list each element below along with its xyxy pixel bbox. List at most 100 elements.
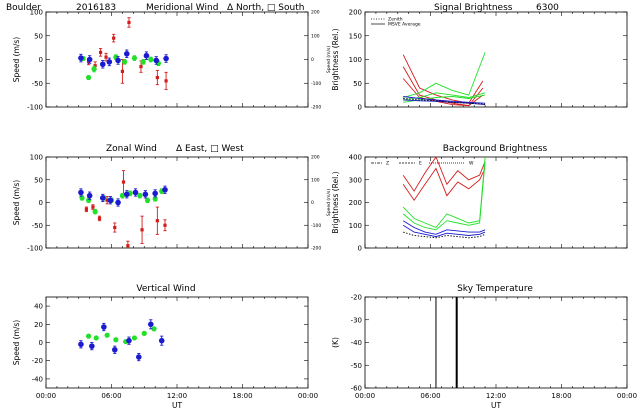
date-label: 2016183	[76, 3, 116, 13]
zonal-point	[152, 196, 158, 202]
background-ytick-label: 200	[349, 199, 362, 207]
zonal-point	[78, 189, 84, 196]
signal-series-line	[403, 96, 486, 104]
meridional-point	[115, 57, 121, 64]
background-series-line	[402, 224, 486, 238]
background-dir-label: Z	[386, 161, 389, 167]
meridional-point	[122, 59, 128, 65]
vertical-ytick-label: 0	[39, 339, 43, 347]
vertical-ytick-label: 40	[34, 303, 43, 311]
vertical-point	[131, 335, 138, 341]
meridional-point	[106, 59, 113, 65]
vertical-ylabel: Speed (m/s)	[12, 320, 21, 366]
vertical-point	[104, 332, 110, 338]
vertical-panel: Vertical Wind -40 -20 0 20 40 00:00 06:00 12:00 1…	[12, 284, 318, 410]
zonal-point	[105, 198, 109, 202]
meridional-plot-area	[78, 17, 169, 90]
meridional-point	[140, 59, 146, 65]
vertical-point	[111, 346, 118, 353]
meridional-right-ytick-label: -200	[311, 105, 321, 111]
zonal-point	[86, 192, 93, 199]
zonal-series-green	[79, 188, 165, 215]
zonal-point	[91, 205, 95, 209]
signal-ytick-label: 0	[358, 104, 362, 112]
vertical-point	[78, 341, 84, 348]
sky-xtick-label: 06:00	[420, 392, 440, 400]
zonal-point	[97, 216, 102, 221]
meridional-point	[153, 57, 160, 64]
background-series-line	[402, 161, 486, 231]
vertical-title: Vertical Wind	[136, 284, 195, 294]
signal-series-line	[403, 52, 486, 98]
background-ytick-label: 0	[358, 245, 362, 253]
zonal-series-red	[84, 170, 167, 248]
zonal-title: Zonal Wind	[106, 144, 157, 154]
background-dir-label: E	[419, 161, 422, 167]
background-dir-label: W	[469, 161, 474, 167]
signal-wavelength: 6300	[536, 3, 559, 13]
sky-ylabel: (K)	[331, 337, 340, 348]
meridional-point	[85, 74, 92, 81]
meridional-right-ytick-label: 200	[311, 10, 320, 16]
zonal-point	[137, 193, 143, 199]
sky-ytick-label: -20	[351, 294, 362, 302]
sky-xtick-label: 00:00	[355, 392, 375, 400]
meridional-point	[131, 55, 138, 61]
vertical-series-green	[85, 326, 157, 345]
background-series-line	[402, 220, 486, 235]
meridional-ytick-label: 50	[34, 32, 43, 40]
vertical-ytick-label: -40	[32, 375, 43, 383]
zonal-panel: Zonal Wind Δ East, □ West -100 -50 0 50 100 Spe…	[12, 144, 332, 253]
meridional-series-blue	[78, 49, 169, 69]
signal-ytick-label: 150	[349, 32, 362, 40]
vertical-point	[101, 324, 107, 330]
vertical-point	[89, 343, 95, 349]
signal-legend-label: MSVE Average	[388, 22, 421, 28]
vertical-xlabel: UT	[172, 401, 182, 410]
zonal-point	[126, 244, 130, 248]
meridional-right-ylabel: Speed (m/s)	[326, 46, 332, 74]
site-label: Boulder	[6, 3, 41, 13]
meridional-point	[93, 64, 97, 68]
sky-ytick-label: -60	[351, 385, 362, 393]
zonal-legend-text: Δ East, □ West	[176, 144, 244, 154]
meridional-title: Meridional Wind	[146, 3, 218, 13]
vertical-plot-area	[78, 319, 165, 362]
vertical-xtick-label: 06:00	[101, 392, 121, 400]
sky-panel: Sky Temperature -60 -50 -40 -30 -20 00:00 06:00…	[331, 284, 637, 410]
zonal-point	[79, 195, 85, 201]
signal-panel: Signal Brightness 6300 0 50 100 150 200 Brightn…	[331, 3, 628, 112]
background-ytick-label: 300	[349, 176, 362, 184]
meridional-point	[112, 36, 116, 40]
sky-xlabel: UT	[491, 401, 501, 410]
vertical-xtick-label: 12:00	[167, 392, 187, 400]
background-plot-area	[402, 157, 486, 239]
zonal-point	[84, 207, 88, 211]
zonal-point	[121, 180, 126, 184]
zonal-point	[92, 209, 98, 215]
zonal-point	[152, 190, 158, 197]
signal-plot-area	[402, 52, 486, 107]
zonal-right-ytick-label: 100	[311, 177, 320, 183]
meridional-right-ytick-label: -100	[311, 81, 321, 87]
signal-ytick-label: 200	[349, 9, 362, 17]
zonal-point	[113, 225, 117, 230]
zonal-ytick-label: 50	[34, 176, 43, 184]
meridional-ytick-label: 0	[39, 56, 43, 64]
meridional-ytick-label: -100	[27, 104, 43, 112]
meridional-point	[164, 79, 168, 83]
meridional-legend-text: Δ North, □ South	[227, 3, 304, 13]
background-series-line	[402, 167, 486, 201]
sky-xtick-label: 18:00	[551, 392, 571, 400]
signal-ylabel: Brightness (Rel.)	[331, 28, 340, 90]
zonal-ytick-label: 100	[30, 154, 43, 162]
signal-title: Signal Brightness	[434, 3, 513, 13]
zonal-ylabel: Speed (m/s)	[12, 180, 21, 226]
meridional-point	[148, 56, 154, 63]
background-series-line	[403, 231, 486, 239]
vertical-xtick-label: 00:00	[36, 392, 56, 400]
meridional-point	[104, 55, 108, 59]
signal-series-line	[402, 54, 484, 104]
zonal-right-ytick-label: -200	[311, 246, 321, 252]
zonal-ytick-label: -100	[27, 245, 43, 253]
